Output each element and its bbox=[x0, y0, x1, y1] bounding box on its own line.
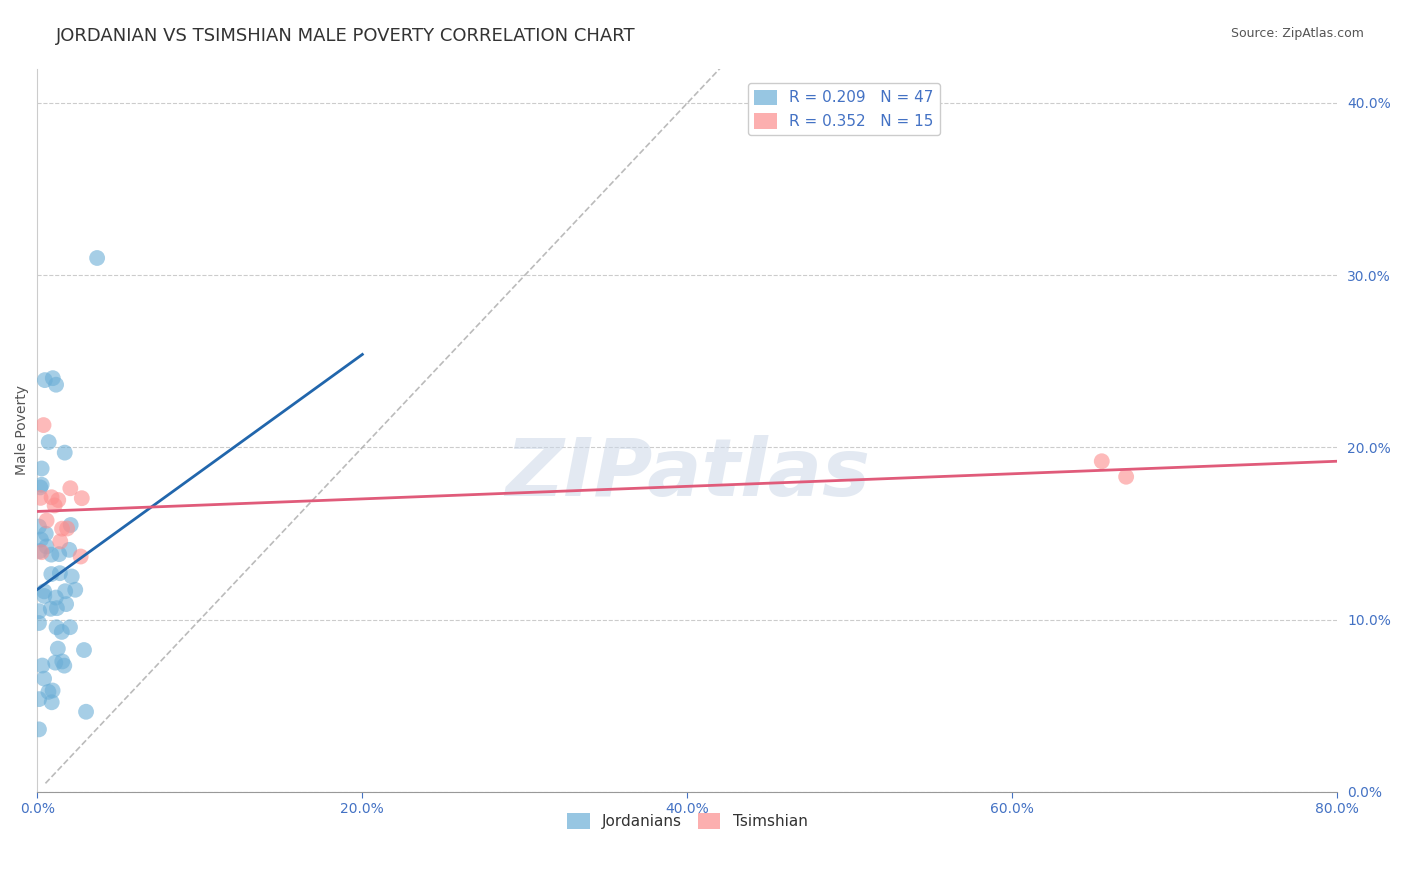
Point bbox=[56, 521, 79, 535]
Point bbox=[28, 692, 51, 706]
Point bbox=[28, 615, 51, 630]
Point bbox=[37, 685, 59, 699]
Point bbox=[34, 373, 56, 387]
Text: JORDANIAN VS TSIMSHIAN MALE POVERTY CORRELATION CHART: JORDANIAN VS TSIMSHIAN MALE POVERTY CORR… bbox=[56, 27, 636, 45]
Point bbox=[31, 461, 53, 475]
Point bbox=[51, 522, 73, 536]
Point bbox=[1091, 454, 1114, 468]
Point bbox=[45, 377, 67, 392]
Point bbox=[48, 547, 70, 561]
Point bbox=[41, 695, 63, 709]
Point bbox=[55, 597, 77, 611]
Point bbox=[41, 567, 63, 582]
Point bbox=[42, 371, 65, 385]
Point bbox=[28, 723, 51, 737]
Point bbox=[35, 540, 58, 554]
Point bbox=[32, 584, 55, 599]
Point bbox=[65, 582, 87, 597]
Point bbox=[28, 604, 51, 618]
Point bbox=[34, 589, 56, 603]
Point bbox=[30, 491, 52, 505]
Point bbox=[35, 526, 58, 541]
Point bbox=[30, 480, 52, 494]
Point bbox=[38, 435, 60, 450]
Point bbox=[31, 477, 53, 491]
Point bbox=[31, 545, 53, 559]
Point bbox=[45, 601, 67, 615]
Point bbox=[73, 643, 96, 657]
Point bbox=[46, 493, 69, 508]
Point bbox=[69, 549, 91, 564]
Point bbox=[70, 491, 93, 506]
Point bbox=[58, 542, 80, 557]
Point bbox=[31, 658, 53, 673]
Point bbox=[59, 620, 82, 634]
Point bbox=[39, 602, 62, 616]
Point bbox=[46, 641, 69, 656]
Point bbox=[1115, 469, 1137, 483]
Point bbox=[51, 655, 73, 669]
Point bbox=[35, 514, 58, 528]
Point bbox=[41, 490, 63, 504]
Point bbox=[86, 251, 108, 265]
Point bbox=[60, 569, 83, 583]
Point bbox=[45, 620, 67, 634]
Y-axis label: Male Poverty: Male Poverty bbox=[15, 385, 30, 475]
Point bbox=[32, 418, 55, 433]
Point bbox=[53, 658, 76, 673]
Point bbox=[53, 445, 76, 459]
Point bbox=[53, 584, 76, 599]
Point bbox=[32, 672, 55, 686]
Point bbox=[30, 533, 52, 547]
Point bbox=[41, 548, 63, 562]
Text: Source: ZipAtlas.com: Source: ZipAtlas.com bbox=[1230, 27, 1364, 40]
Text: ZIPatlas: ZIPatlas bbox=[505, 434, 870, 513]
Point bbox=[28, 544, 51, 558]
Point bbox=[44, 656, 66, 670]
Legend: Jordanians, Tsimshian: Jordanians, Tsimshian bbox=[561, 806, 814, 835]
Point bbox=[41, 683, 63, 698]
Point bbox=[49, 566, 72, 581]
Point bbox=[28, 519, 51, 533]
Point bbox=[59, 481, 82, 495]
Point bbox=[75, 705, 97, 719]
Point bbox=[44, 499, 66, 513]
Point bbox=[51, 624, 73, 639]
Point bbox=[59, 518, 82, 533]
Point bbox=[49, 534, 72, 549]
Point bbox=[45, 591, 67, 605]
